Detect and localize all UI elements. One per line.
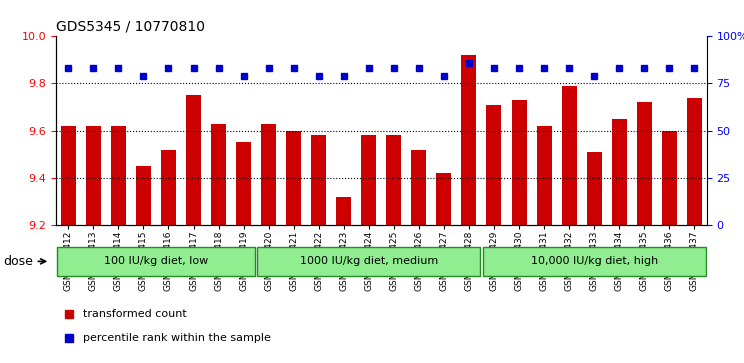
Bar [186, 95, 201, 225]
Bar [562, 86, 577, 225]
Bar [586, 152, 602, 225]
Bar [687, 98, 702, 225]
Bar [111, 126, 126, 225]
Text: 10,000 IU/kg diet, high: 10,000 IU/kg diet, high [530, 256, 658, 266]
Bar [536, 126, 551, 225]
Bar [487, 105, 501, 225]
Bar [411, 150, 426, 225]
Bar [311, 135, 326, 225]
Text: GDS5345 / 10770810: GDS5345 / 10770810 [56, 20, 205, 34]
FancyBboxPatch shape [57, 247, 255, 276]
Bar [211, 123, 226, 225]
Bar [637, 102, 652, 225]
Bar [336, 197, 351, 225]
Bar [461, 55, 476, 225]
Bar [612, 119, 626, 225]
Bar [136, 166, 151, 225]
Text: transformed count: transformed count [83, 309, 187, 319]
Text: 1000 IU/kg diet, medium: 1000 IU/kg diet, medium [300, 256, 438, 266]
Bar [161, 150, 176, 225]
Bar [61, 126, 76, 225]
Bar [86, 126, 101, 225]
FancyBboxPatch shape [483, 247, 705, 276]
Bar [386, 135, 401, 225]
Text: percentile rank within the sample: percentile rank within the sample [83, 333, 271, 343]
Text: 100 IU/kg diet, low: 100 IU/kg diet, low [104, 256, 208, 266]
Bar [286, 131, 301, 225]
Text: dose: dose [3, 255, 45, 268]
Bar [362, 135, 376, 225]
FancyBboxPatch shape [257, 247, 480, 276]
Bar [236, 142, 251, 225]
Bar [261, 123, 276, 225]
Bar [437, 173, 452, 225]
Bar [512, 100, 527, 225]
Bar [661, 131, 677, 225]
